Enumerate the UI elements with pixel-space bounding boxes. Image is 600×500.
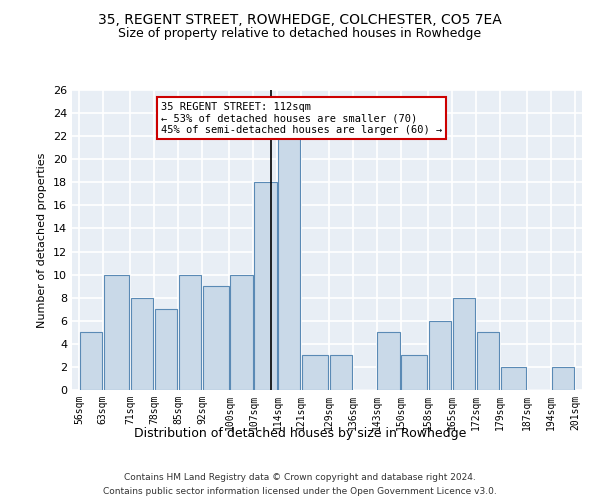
Bar (401, 356, 427, 390)
Bar (501, 367, 526, 390)
Bar (179, 274, 201, 390)
Bar (278, 136, 301, 390)
Bar (429, 321, 451, 390)
Bar (377, 332, 400, 390)
Text: Contains HM Land Registry data © Crown copyright and database right 2024.: Contains HM Land Registry data © Crown c… (124, 472, 476, 482)
Bar (131, 298, 153, 390)
Bar (477, 332, 499, 390)
Text: Distribution of detached houses by size in Rowhedge: Distribution of detached houses by size … (134, 428, 466, 440)
Bar (453, 298, 475, 390)
Bar (230, 274, 253, 390)
Bar (80, 332, 102, 390)
Bar (155, 309, 177, 390)
Text: 35 REGENT STREET: 112sqm
← 53% of detached houses are smaller (70)
45% of semi-d: 35 REGENT STREET: 112sqm ← 53% of detach… (161, 102, 442, 134)
Y-axis label: Number of detached properties: Number of detached properties (37, 152, 47, 328)
Bar (104, 274, 130, 390)
Text: Contains public sector information licensed under the Open Government Licence v3: Contains public sector information licen… (103, 488, 497, 496)
Bar (254, 182, 277, 390)
Bar (552, 367, 574, 390)
Bar (302, 356, 328, 390)
Text: 35, REGENT STREET, ROWHEDGE, COLCHESTER, CO5 7EA: 35, REGENT STREET, ROWHEDGE, COLCHESTER,… (98, 12, 502, 26)
Text: Size of property relative to detached houses in Rowhedge: Size of property relative to detached ho… (118, 28, 482, 40)
Bar (203, 286, 229, 390)
Bar (329, 356, 352, 390)
